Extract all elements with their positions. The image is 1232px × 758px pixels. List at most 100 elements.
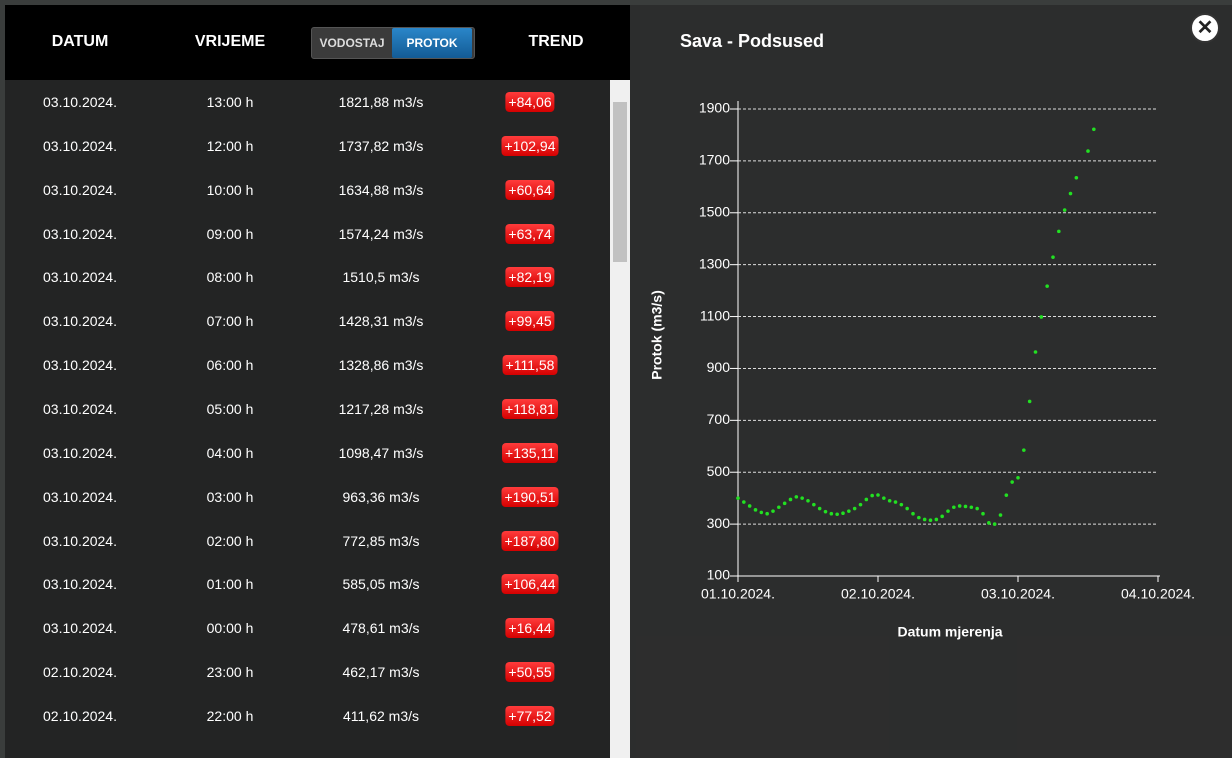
data-point bbox=[771, 509, 775, 513]
flow-cell: 963,36 m3/s bbox=[342, 488, 420, 505]
data-point bbox=[1022, 448, 1026, 452]
data-point bbox=[742, 500, 746, 504]
data-point bbox=[1074, 175, 1079, 180]
trend-badge: +50,55 bbox=[505, 662, 555, 683]
data-point bbox=[957, 504, 962, 508]
flow-cell: 478,61 m3/s bbox=[342, 620, 420, 637]
x-axis-label: Datum mjerenja bbox=[897, 624, 1002, 640]
trend-badge: +77,52 bbox=[505, 705, 555, 726]
table-body: 03.10.2024. 13:00 h 1821,88 m3/s +84,06 03.1… bbox=[5, 80, 610, 758]
trend-badge: +84,06 bbox=[505, 92, 555, 112]
date-cell: 03.10.2024. bbox=[43, 313, 117, 330]
trend-badge: +190,51 bbox=[501, 486, 559, 507]
data-point bbox=[817, 506, 822, 511]
data-point bbox=[1045, 284, 1049, 288]
table-row: 03.10.2024. 03:00 h 963,36 m3/s +190,51 bbox=[5, 475, 610, 519]
x-tick-label: 01.10.2024. bbox=[701, 586, 775, 602]
date-cell: 03.10.2024. bbox=[43, 532, 117, 549]
date-cell: 03.10.2024. bbox=[43, 400, 117, 417]
trend-badge: +99,45 bbox=[505, 311, 555, 332]
toggle: VODOSTAJ PROTOK bbox=[311, 27, 475, 59]
data-point bbox=[1027, 399, 1032, 404]
time-cell: 03:00 h bbox=[206, 488, 254, 505]
date-cell: 02.10.2024. bbox=[43, 707, 117, 724]
y-tick-label: 1100 bbox=[700, 307, 730, 323]
data-point bbox=[905, 506, 909, 511]
data-point bbox=[812, 502, 816, 507]
table-row: 03.10.2024. 07:00 h 1428,31 m3/s +99,45 bbox=[5, 299, 610, 343]
flow-cell: 462,17 m3/s bbox=[342, 664, 420, 681]
time-cell: 02:00 h bbox=[206, 532, 254, 549]
table-row: 03.10.2024. 09:00 h 1574,24 m3/s +63,74 bbox=[5, 212, 610, 256]
data-point bbox=[963, 504, 968, 509]
data-point bbox=[1092, 127, 1096, 132]
table-row: 03.10.2024. 01:00 h 585,05 m3/s +106,44 bbox=[5, 562, 610, 606]
data-point bbox=[794, 495, 799, 499]
data-point bbox=[893, 500, 898, 504]
flow-cell: 1328,86 m3/s bbox=[338, 357, 424, 374]
y-tick-label: 1700 bbox=[699, 152, 730, 168]
trend-badge: +111,58 bbox=[502, 355, 558, 376]
flow-cell: 1574,24 m3/s bbox=[338, 225, 424, 242]
data-point bbox=[876, 493, 880, 497]
chart: Sava - Podsused Protok (m3/s) Datum mjer… bbox=[649, 31, 1195, 640]
table-row: 03.10.2024. 00:00 h 478,61 m3/s +16,44 bbox=[5, 606, 610, 650]
data-point bbox=[1062, 208, 1067, 212]
data-point bbox=[747, 504, 752, 508]
data-point bbox=[1016, 475, 1020, 480]
chart-title: Sava - Podsused bbox=[680, 31, 824, 51]
date-cell: 03.10.2024. bbox=[43, 357, 117, 374]
data-point bbox=[753, 508, 758, 512]
close-button[interactable]: ✕ bbox=[1190, 13, 1220, 43]
x-tick-label: 03.10.2024. bbox=[981, 586, 1055, 602]
data-point bbox=[777, 505, 781, 510]
time-cell: 00:00 h bbox=[206, 620, 254, 637]
time-cell: 12:00 h bbox=[206, 137, 254, 154]
col-header: TREND bbox=[528, 33, 584, 50]
data-point bbox=[998, 513, 1003, 517]
trend-badge: +135,11 bbox=[502, 442, 558, 463]
time-cell: 07:00 h bbox=[206, 313, 254, 330]
scrollbar[interactable] bbox=[610, 80, 630, 758]
trend-badge: +82,19 bbox=[505, 267, 555, 288]
trend-badge: +60,64 bbox=[505, 179, 555, 200]
y-tick-label: 300 bbox=[707, 515, 731, 531]
table-row: 03.10.2024. 13:00 h 1821,88 m3/s +84,06 bbox=[5, 80, 610, 124]
table-row: 02.10.2024. 22:00 h 411,62 m3/s +77,52 bbox=[5, 694, 610, 738]
data-point bbox=[987, 521, 991, 525]
data-point bbox=[940, 514, 944, 519]
y-axis-label: Protok (m3/s) bbox=[649, 290, 665, 379]
date-cell: 03.10.2024. bbox=[43, 620, 117, 637]
flow-cell: 772,85 m3/s bbox=[342, 532, 420, 549]
flow-cell: 411,62 m3/s bbox=[342, 707, 420, 724]
data-point bbox=[835, 512, 839, 517]
chart-panel: Sava - Podsused Protok (m3/s) Datum mjer… bbox=[630, 5, 1232, 758]
toggle-option[interactable]: VODOSTAJ bbox=[319, 36, 385, 50]
date-cell: 03.10.2024. bbox=[43, 94, 117, 110]
data-panel: DATUM VRIJEME VODOSTAJ PROTOK TREND 03.1… bbox=[5, 5, 630, 758]
trend-badge: +187,80 bbox=[501, 530, 559, 551]
data-point bbox=[911, 511, 915, 516]
scroll-thumb[interactable] bbox=[613, 102, 627, 262]
data-point bbox=[1039, 315, 1044, 319]
data-point bbox=[829, 511, 834, 516]
y-tick-label: 900 bbox=[707, 359, 731, 375]
data-point bbox=[788, 497, 793, 502]
data-point bbox=[1033, 350, 1038, 354]
data-point bbox=[736, 496, 740, 500]
time-cell: 13:00 h bbox=[206, 94, 254, 110]
col-header: VRIJEME bbox=[194, 33, 266, 50]
data-point bbox=[1010, 480, 1014, 484]
toggle-option[interactable]: PROTOK bbox=[392, 28, 472, 58]
data-point bbox=[847, 509, 851, 513]
y-tick-label: 1900 bbox=[699, 100, 730, 116]
y-tick-label: 1300 bbox=[699, 255, 730, 271]
trend-badge: +106,44 bbox=[501, 574, 559, 595]
flow-cell: 1634,88 m3/s bbox=[338, 181, 424, 198]
data-point bbox=[759, 510, 764, 515]
data-point bbox=[899, 502, 904, 507]
data-point bbox=[858, 502, 863, 507]
time-cell: 08:00 h bbox=[206, 269, 254, 286]
data-point bbox=[975, 506, 979, 511]
data-point bbox=[870, 493, 874, 498]
